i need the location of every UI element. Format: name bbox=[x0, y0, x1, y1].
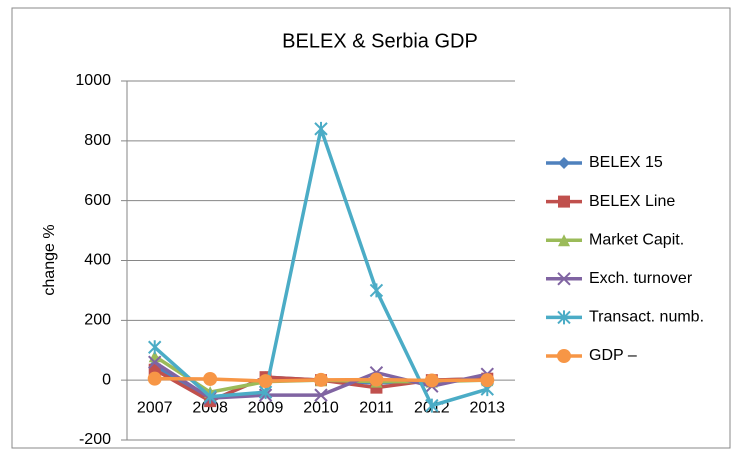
y-axis-label: change % bbox=[41, 224, 58, 295]
y-tick-label: 800 bbox=[84, 132, 111, 149]
marker bbox=[148, 355, 162, 369]
marker bbox=[314, 121, 328, 136]
x-tick-label: 2007 bbox=[137, 399, 173, 416]
marker bbox=[314, 372, 328, 387]
legend-label: Exch. turnover bbox=[589, 270, 693, 287]
marker bbox=[557, 272, 571, 286]
legend-label: BELEX Line bbox=[589, 193, 675, 210]
marker bbox=[557, 349, 571, 363]
marker bbox=[558, 234, 570, 247]
marker bbox=[369, 372, 384, 387]
marker bbox=[557, 310, 571, 325]
marker bbox=[425, 398, 439, 413]
marker bbox=[558, 195, 570, 208]
marker bbox=[558, 157, 570, 169]
legend-label: Market Capit. bbox=[589, 231, 684, 248]
chart-title: BELEX & Serbia GDP bbox=[282, 30, 478, 52]
x-tick-label: 2009 bbox=[248, 399, 284, 416]
legend-label: BELEX 15 bbox=[589, 154, 663, 171]
marker bbox=[203, 389, 217, 404]
y-tick-label: 1000 bbox=[75, 72, 111, 89]
legend-label: GDP – bbox=[589, 347, 637, 364]
x-tick-label: 2013 bbox=[469, 399, 505, 416]
x-tick-label: 2010 bbox=[303, 399, 339, 416]
x-tick-label: 2011 bbox=[359, 399, 394, 416]
marker bbox=[369, 283, 384, 298]
marker bbox=[480, 373, 495, 388]
y-tick-label: 200 bbox=[84, 312, 111, 329]
legend-label: Transact. numb. bbox=[589, 309, 704, 326]
marker bbox=[148, 340, 162, 355]
marker bbox=[147, 371, 162, 386]
y-tick-label: -200 bbox=[79, 431, 111, 448]
marker bbox=[203, 371, 218, 386]
marker bbox=[314, 388, 328, 402]
y-tick-label: 600 bbox=[84, 192, 111, 209]
y-tick-label: 0 bbox=[102, 371, 111, 388]
marker bbox=[424, 373, 439, 388]
marker bbox=[258, 374, 273, 389]
y-tick-label: 400 bbox=[84, 252, 111, 269]
x-tick-label: 2008 bbox=[192, 399, 228, 416]
